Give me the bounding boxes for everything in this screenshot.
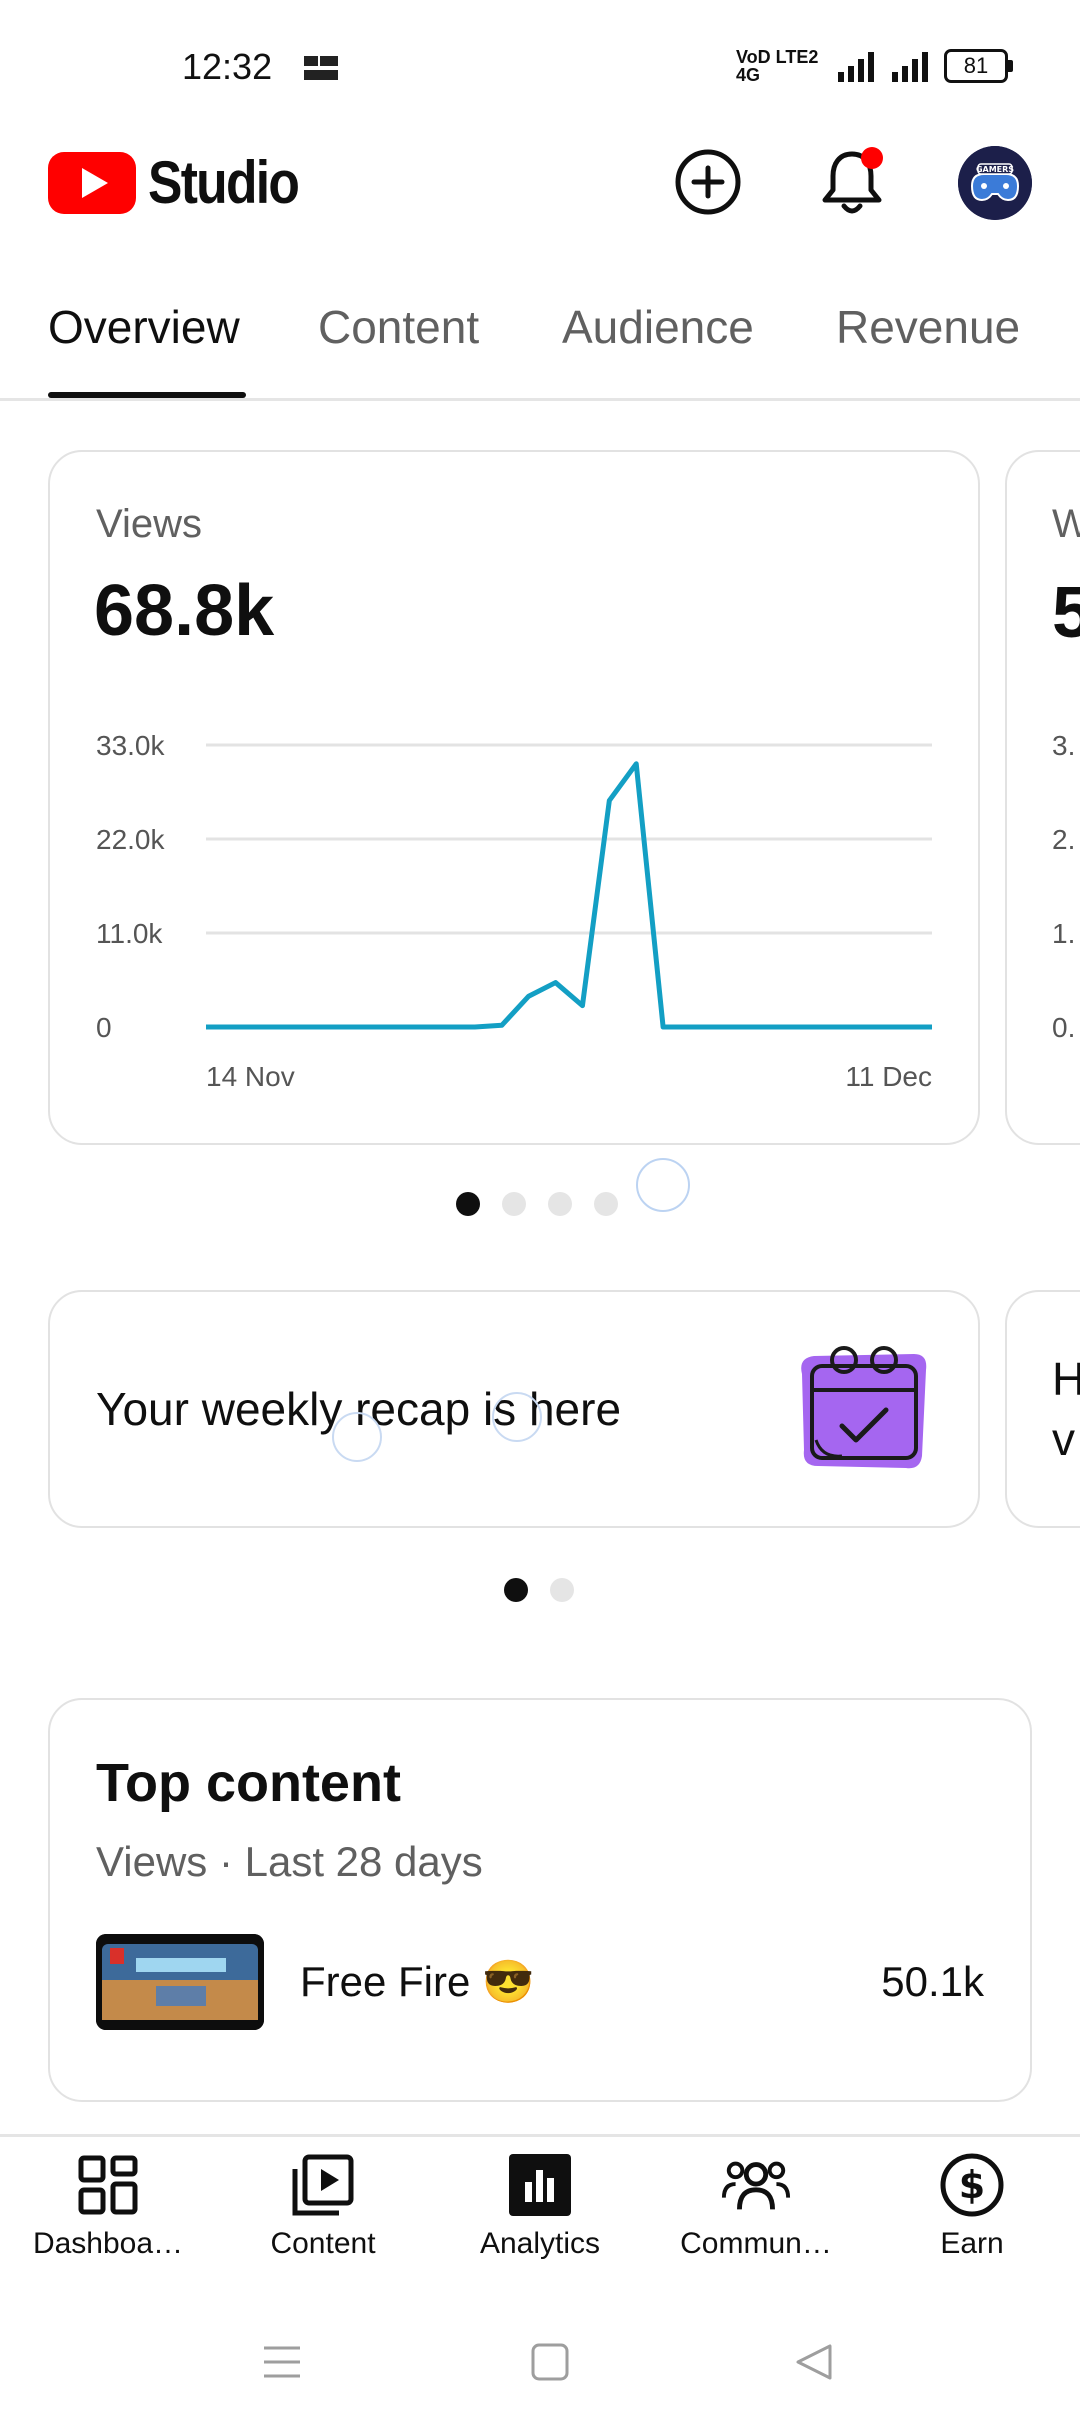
svg-text:GAMERS: GAMERS: [976, 165, 1014, 174]
carousel-dot[interactable]: [594, 1192, 618, 1216]
home-square-icon[interactable]: [530, 2342, 570, 2382]
calendar-icon: [792, 1340, 932, 1477]
content-icon: [287, 2149, 359, 2221]
nav-dashboard[interactable]: Dashboa…: [8, 2149, 208, 2261]
earn-icon: $: [936, 2149, 1008, 2221]
recap-carousel-dots: [504, 1578, 574, 1602]
youtube-studio-logo[interactable]: Studio: [48, 148, 323, 217]
status-time: 12:32: [182, 46, 273, 87]
nav-community[interactable]: Commun…: [656, 2149, 856, 2261]
carousel-dot[interactable]: [550, 1578, 574, 1602]
tab-revenue[interactable]: Revenue: [836, 301, 1021, 353]
peek-metric-label: W: [1052, 502, 1080, 546]
peek-tick: 0.: [1052, 1012, 1076, 1043]
top-content-subtitle: Views · Last 28 days: [96, 1838, 483, 1885]
nav-analytics[interactable]: Analytics: [440, 2149, 640, 2261]
nav-label: Dashboa…: [32, 2227, 184, 2260]
system-navigation-bar: [0, 2300, 1080, 2412]
nav-content[interactable]: Content: [223, 2149, 423, 2261]
signal-icon: [838, 52, 874, 82]
peek-card-text: v: [1052, 1413, 1075, 1465]
svg-text:$: $: [959, 2163, 985, 2207]
x-start-label: 14 Nov: [206, 1061, 295, 1092]
peek-tick: 2.: [1052, 824, 1076, 855]
carousel-dot[interactable]: [502, 1192, 526, 1216]
network-label: VoD LTE2 4G: [736, 47, 819, 85]
video-views: 50.1k: [881, 1958, 984, 2005]
y-tick-label: 0: [96, 1012, 112, 1043]
peek-metric-value: 5: [1052, 573, 1080, 653]
notification-app-icon: [302, 52, 340, 86]
battery-icon: 81: [944, 49, 1013, 83]
tab-audience[interactable]: Audience: [562, 301, 754, 353]
watch-time-card-peek[interactable]: [1005, 450, 1080, 1145]
create-button[interactable]: [670, 144, 746, 220]
peek-tick: 3.: [1052, 730, 1076, 761]
carousel-dot[interactable]: [456, 1192, 480, 1216]
views-label: Views: [96, 502, 202, 546]
x-end-label: 11 Dec: [845, 1061, 932, 1092]
y-tick-label: 22.0k: [96, 824, 165, 855]
video-title[interactable]: Free Fire 😎: [300, 1958, 535, 2005]
nav-label: Commun…: [680, 2227, 832, 2260]
youtube-play-icon: [48, 151, 136, 214]
signal-icon-2: [892, 52, 928, 82]
nav-label: Earn: [940, 2227, 1004, 2260]
metrics-carousel-dots: [456, 1192, 618, 1216]
touch-indicator: [332, 1412, 382, 1462]
peek-tick: 1.: [1052, 918, 1076, 949]
notification-dot: [861, 147, 883, 169]
views-value: 68.8k: [94, 571, 275, 651]
video-thumbnail[interactable]: [96, 1934, 264, 2030]
carousel-dot[interactable]: [504, 1578, 528, 1602]
y-tick-label: 33.0k: [96, 730, 165, 761]
nav-label: Content: [270, 2227, 376, 2260]
back-triangle-icon[interactable]: [794, 2342, 834, 2382]
app-name: Studio: [148, 149, 300, 216]
touch-indicator: [636, 1158, 690, 1212]
notifications-button[interactable]: [814, 144, 890, 220]
carousel-dot[interactable]: [548, 1192, 572, 1216]
top-content-title: Top content: [96, 1753, 401, 1813]
tab-overview[interactable]: Overview: [48, 301, 240, 353]
status-icons: VoD LTE2 4G 81: [736, 47, 1013, 85]
top-content-card: [48, 1698, 1032, 2102]
community-icon: [720, 2149, 792, 2221]
recents-menu-icon[interactable]: [262, 2344, 302, 2380]
peek-card-text: H: [1052, 1353, 1080, 1405]
bell-icon: [822, 147, 883, 214]
bottom-navigation: Dashboa… Content Analytics: [0, 2134, 1080, 2287]
analytics-icon: [504, 2149, 576, 2221]
account-avatar[interactable]: GAMERS: [958, 146, 1032, 220]
active-tab-indicator: [48, 392, 246, 398]
tab-content[interactable]: Content: [318, 301, 480, 353]
tab-bar: Overview Content Audience Revenue: [0, 280, 1080, 401]
dashboard-icon: [72, 2149, 144, 2221]
plus-circle-icon: [675, 149, 741, 215]
nav-label: Analytics: [479, 2227, 601, 2260]
next-recap-card-peek[interactable]: [1005, 1290, 1080, 1528]
touch-indicator: [492, 1392, 542, 1442]
views-chart: 0 11.0k 22.0k 33.0k 14 Nov 11 Dec: [96, 730, 932, 1092]
y-tick-label: 11.0k: [96, 918, 163, 949]
nav-earn[interactable]: $ Earn: [872, 2149, 1072, 2261]
views-series-line: [206, 761, 932, 1030]
